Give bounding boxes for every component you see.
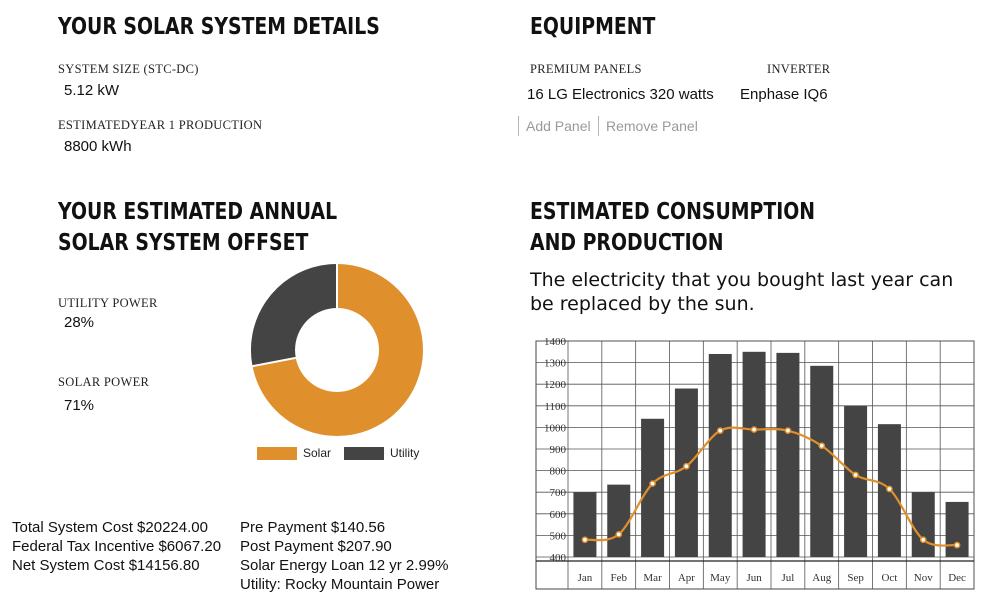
y-tick-label: 900 <box>550 444 567 456</box>
bar-jan <box>573 492 597 557</box>
utility-power-value: 28% <box>64 314 95 331</box>
costs-right: Pre Payment $140.56 Post Payment $207.90… <box>240 518 448 594</box>
utility-power-label: UTILITY POWER <box>58 296 158 310</box>
bar-nov <box>911 492 935 557</box>
federal-tax-incentive: Federal Tax Incentive $6067.20 <box>12 538 222 555</box>
x-tick-label: Aug <box>812 572 831 584</box>
production-point-may <box>716 427 724 434</box>
bar-aug <box>810 365 834 557</box>
system-size-value: 5.12 kW <box>64 82 120 99</box>
y-tick-label: 1100 <box>544 401 566 413</box>
consumption-title-line2: AND PRODUCTION <box>530 230 724 256</box>
y-tick-label: 400 <box>550 552 567 564</box>
bar-may <box>708 353 732 557</box>
post-payment: Post Payment $207.90 <box>240 538 392 555</box>
y-tick-label: 1300 <box>544 358 567 370</box>
equipment-title: EQUIPMENT <box>530 14 656 40</box>
costs-left: Total System Cost $20224.00 Federal Tax … <box>12 518 221 575</box>
details-title: YOUR SOLAR SYSTEM DETAILS <box>58 14 380 40</box>
consumption-production-chart: 400 500 600 700 800 900 1000 1100 1200 1300 1400 Ja… <box>535 336 975 590</box>
production-point-mar <box>649 480 656 487</box>
production-point-jul <box>784 427 792 434</box>
x-tick-label: Oct <box>881 572 897 584</box>
add-panel-button[interactable]: Add Panel <box>518 116 591 136</box>
production-point-oct <box>886 485 893 493</box>
x-tick-label: Sep <box>847 572 864 584</box>
production-point-sep <box>852 471 859 479</box>
bar-mar <box>641 418 665 557</box>
offset-title-line2: SOLAR SYSTEM OFFSET <box>58 230 309 256</box>
donut-legend: Solar Utility <box>257 446 419 460</box>
bar-feb <box>607 484 631 557</box>
x-tick-label: Nov <box>914 572 933 584</box>
production-label: ESTIMATEDYEAR 1 PRODUCTION <box>58 118 263 132</box>
inverter-label: INVERTER <box>767 62 831 76</box>
production-point-nov <box>919 536 927 544</box>
y-tick-label: 1000 <box>544 422 567 434</box>
system-size-label: SYSTEM SIZE (STC-DC) <box>58 62 199 76</box>
net-system-cost: Net System Cost $14156.80 <box>12 557 200 574</box>
production-point-feb <box>615 530 623 538</box>
production-point-apr <box>683 462 690 470</box>
offset-donut-chart <box>251 264 423 436</box>
x-tick-label: Apr <box>678 572 695 584</box>
utility-provider: Utility: Rocky Mountain Power <box>240 576 440 593</box>
y-tick-label: 1400 <box>544 336 567 348</box>
offset-title-line1: YOUR ESTIMATED ANNUAL <box>58 199 338 225</box>
y-tick-label: 500 <box>550 530 567 542</box>
bar-jul <box>776 352 800 557</box>
x-tick-label: May <box>710 572 731 584</box>
consumption-subtitle-line2: be replaced by the sun. <box>530 293 755 315</box>
x-tick-label: Jun <box>746 572 762 584</box>
production-value: 8800 kWh <box>64 138 132 155</box>
legend-solar-label: Solar <box>303 446 332 460</box>
bar-apr <box>674 388 698 557</box>
panels-label: PREMIUM PANELS <box>530 62 642 76</box>
legend-utility-label: Utility <box>390 446 420 460</box>
y-tick-label: 1200 <box>544 379 567 391</box>
solar-power-value: 71% <box>64 397 95 414</box>
donut-separator <box>252 356 296 368</box>
consumption-subtitle-line1: The electricity that you bought last yea… <box>530 269 954 291</box>
x-tick-label: Jan <box>578 572 593 584</box>
y-tick-label: 700 <box>550 487 567 499</box>
production-point-aug <box>818 442 826 450</box>
solar-energy-loan: Solar Energy Loan 12 yr 2.99% <box>240 557 449 574</box>
y-tick-label: 800 <box>550 466 567 478</box>
inverter-value: Enphase IQ6 <box>740 86 828 103</box>
panels-value: 16 LG Electronics 320 watts <box>527 86 714 103</box>
production-point-jun <box>750 426 758 433</box>
y-tick-label: 600 <box>550 509 567 521</box>
x-tick-label: Mar <box>643 572 662 584</box>
production-line <box>584 426 958 547</box>
x-tick-label: Jul <box>781 572 794 584</box>
bar-jun <box>742 351 766 557</box>
bar-dec <box>945 501 969 557</box>
production-point-dec <box>953 541 961 549</box>
production-point-jan <box>581 536 589 544</box>
solar-power-label: SOLAR POWER <box>58 375 150 389</box>
x-tick-label: Dec <box>948 572 966 584</box>
remove-panel-button[interactable]: Remove Panel <box>598 116 698 136</box>
pre-payment: Pre Payment $140.56 <box>240 519 386 536</box>
x-tick-label: Feb <box>611 572 628 584</box>
total-system-cost: Total System Cost $20224.00 <box>12 519 208 536</box>
legend-utility-swatch <box>344 446 385 460</box>
bar-sep <box>844 405 868 557</box>
consumption-title-line1: ESTIMATED CONSUMPTION <box>530 199 816 225</box>
legend-solar-swatch <box>257 446 297 460</box>
